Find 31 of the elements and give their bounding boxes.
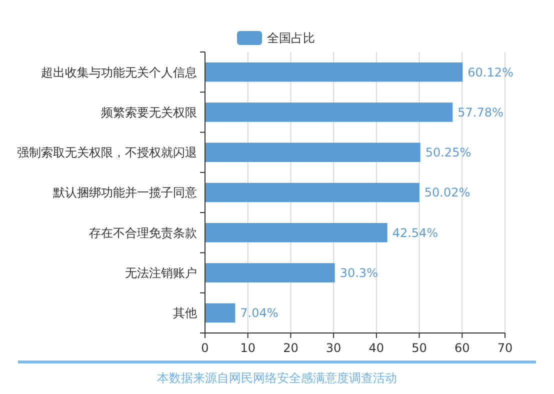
x-tick-label: 30 [326,341,342,355]
x-tick-label: 10 [240,341,256,355]
bar [205,102,453,122]
y-tick-label: 存在不合理免责条款 [89,226,197,240]
x-tick-label: 20 [283,341,298,355]
x-tick-label: 50 [412,341,427,355]
bar [205,223,388,242]
y-tick-label: 无法注销账户 [125,266,197,280]
x-tick-label: 60 [454,341,470,355]
y-tick-label: 频繁索要无关权限 [101,105,197,120]
data-label: 30.3% [340,266,378,280]
bar [205,182,420,202]
text: 本数据来源自网民网络安全感满意度调查活动 [157,371,397,386]
y-tick-label: 超出收集与功能无关个人信息 [41,65,197,80]
x-tick-label: 40 [368,341,384,355]
bar [205,62,463,82]
bar [205,142,420,162]
bar [205,263,335,282]
data-label: 57.78% [458,105,504,120]
data-label: 60.12% [468,65,514,80]
data-label: 50.02% [424,186,470,200]
data-label: 50.25% [425,146,472,160]
data-label: 7.04% [240,306,278,320]
y-tick-label: 强制索取无关权限，不授权就闪退 [17,146,197,160]
legend-label: 全国占比 [267,31,315,46]
y-tick-label: 默认捆绑功能并一揽子同意 [52,186,197,200]
x-tick-label: 0 [201,341,209,355]
y-tick-label: 其他 [173,306,197,320]
bar [205,303,236,323]
data-label: 42.54% [392,226,438,240]
x-tick-label: 70 [497,341,513,355]
